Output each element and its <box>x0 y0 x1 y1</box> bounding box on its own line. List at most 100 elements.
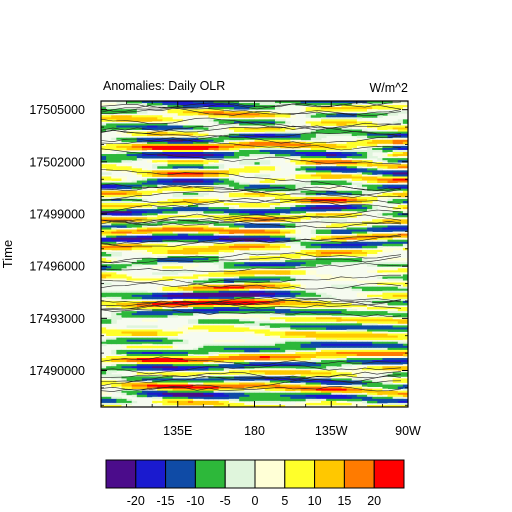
heatmap-cell <box>111 207 117 210</box>
heatmap-cell <box>274 313 281 316</box>
heatmap-cell <box>121 200 127 204</box>
heatmap-cell <box>172 149 179 153</box>
heatmap-cell <box>280 127 286 130</box>
heatmap-cell <box>198 325 204 328</box>
heatmap-cell <box>249 166 255 169</box>
heatmap-cell <box>264 213 271 216</box>
heatmap-cell <box>290 256 296 259</box>
heatmap-cell <box>285 268 291 271</box>
heatmap-cell <box>228 321 235 324</box>
heatmap-cell <box>264 325 271 328</box>
heatmap-cell <box>172 103 179 106</box>
heatmap-cell <box>356 125 363 128</box>
heatmap-cell <box>203 109 209 112</box>
heatmap-cell <box>367 311 373 314</box>
heatmap-cell <box>402 194 408 198</box>
heatmap-cell <box>208 233 214 237</box>
heatmap-cell <box>387 105 394 108</box>
heatmap-cell <box>269 117 276 120</box>
heatmap-cell <box>172 260 179 263</box>
heatmap-cell <box>167 254 174 257</box>
heatmap-cell <box>239 190 245 194</box>
heatmap-cell <box>356 164 363 167</box>
heatmap-cell <box>239 282 245 285</box>
heatmap-cell <box>172 141 179 145</box>
heatmap-cell <box>177 225 184 228</box>
heatmap-cell <box>295 141 301 145</box>
heatmap-cell <box>280 309 286 312</box>
heatmap-cell <box>285 176 291 179</box>
heatmap-cell <box>361 205 368 208</box>
heatmap-cell <box>326 166 332 169</box>
heatmap-cell <box>367 286 373 290</box>
heatmap-cell <box>177 264 184 267</box>
heatmap-cell <box>331 198 337 202</box>
heatmap-cell <box>193 113 199 116</box>
heatmap-cell <box>152 278 158 281</box>
heatmap-cell <box>315 225 322 228</box>
heatmap-cell <box>234 152 240 155</box>
heatmap-cell <box>274 319 281 322</box>
heatmap-cell <box>101 205 107 208</box>
heatmap-cell <box>280 135 286 139</box>
heatmap-cell <box>172 178 179 181</box>
heatmap-cell <box>234 147 240 151</box>
heatmap-cell <box>182 152 189 155</box>
heatmap-cell <box>193 264 199 267</box>
heatmap-cell <box>367 329 373 332</box>
heatmap-cell <box>223 111 230 114</box>
heatmap-cell <box>351 307 358 310</box>
heatmap-cell <box>228 200 235 204</box>
heatmap-cell <box>336 225 342 228</box>
heatmap-cell <box>382 141 388 145</box>
heatmap-cell <box>295 154 301 157</box>
heatmap-cell <box>106 305 112 308</box>
heatmap-cell <box>187 309 194 312</box>
heatmap-cell <box>131 243 138 247</box>
heatmap-cell <box>392 172 399 175</box>
heatmap-cell <box>234 113 240 116</box>
heatmap-cell <box>341 260 347 263</box>
heatmap-cell <box>351 115 358 118</box>
heatmap-cell <box>116 166 122 169</box>
heatmap-cell <box>213 174 220 177</box>
heatmap-cell <box>290 282 296 285</box>
heatmap-cell <box>213 178 220 181</box>
heatmap-cell <box>295 305 301 308</box>
heatmap-cell <box>223 300 230 304</box>
heatmap-cell <box>101 119 107 122</box>
heatmap-cell <box>336 154 342 157</box>
heatmap-cell <box>111 125 117 128</box>
heatmap-cell <box>377 317 383 320</box>
heatmap-cell <box>392 225 399 228</box>
heatmap-cell <box>397 270 404 273</box>
heatmap-cell <box>290 131 296 135</box>
heatmap-cell <box>326 107 332 110</box>
heatmap-cell <box>239 278 245 281</box>
heatmap-cell <box>234 245 240 249</box>
heatmap-cell <box>213 147 220 151</box>
heatmap-cell <box>244 223 250 226</box>
heatmap-cell <box>234 156 240 159</box>
heatmap-cell <box>274 141 281 145</box>
heatmap-cell <box>331 158 337 161</box>
heatmap-cell <box>331 219 337 222</box>
heatmap-cell <box>187 180 194 183</box>
heatmap-cell <box>356 313 363 316</box>
heatmap-cell <box>187 174 194 177</box>
heatmap-cell <box>244 149 250 153</box>
heatmap-cell <box>111 154 117 157</box>
heatmap-cell <box>218 156 225 159</box>
heatmap-cell <box>213 321 220 324</box>
heatmap-cell <box>387 101 394 104</box>
heatmap-cell <box>269 313 276 316</box>
heatmap-cell <box>101 249 107 253</box>
heatmap-cell <box>346 162 353 165</box>
heatmap-cell <box>326 121 332 124</box>
heatmap-cell <box>157 231 163 234</box>
heatmap-cell <box>264 137 271 141</box>
heatmap-cell <box>177 192 184 196</box>
heatmap-cell <box>193 284 199 288</box>
heatmap-cell <box>392 154 399 157</box>
heatmap-cell <box>326 147 332 151</box>
